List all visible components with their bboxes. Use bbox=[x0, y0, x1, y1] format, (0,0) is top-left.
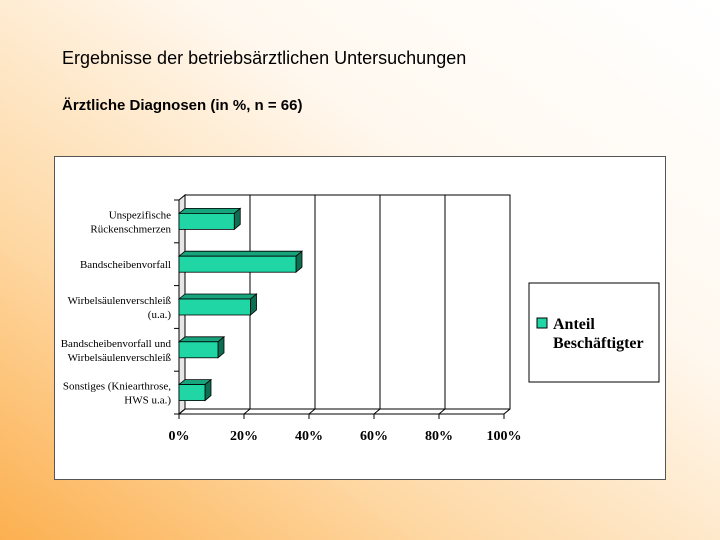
slide-subtitle: Ärztliche Diagnosen (in %, n = 66) bbox=[62, 97, 303, 114]
x-tick-label: 80% bbox=[425, 429, 453, 444]
x-tick-label: 40% bbox=[295, 429, 323, 444]
bar-top-face bbox=[177, 208, 242, 214]
x-tick-label: 60% bbox=[360, 429, 388, 444]
category-label: Unspezifische Rückenschmerzen bbox=[90, 209, 171, 235]
category-label: Bandscheibenvorfall bbox=[80, 259, 171, 271]
x-tick-label: 100% bbox=[487, 429, 522, 444]
category-label: Bandscheibenvorfall und Wirbelsäulenversc… bbox=[61, 338, 172, 364]
gridline-floor bbox=[178, 408, 186, 415]
chart-area: 0% 20% 40% 60% 80% 100% Unspezifische Rückensch… bbox=[54, 156, 666, 480]
bar-top-face bbox=[177, 250, 304, 257]
bar bbox=[178, 298, 251, 316]
gridline-floor bbox=[373, 408, 381, 415]
category-label: Sonstiges (Kniearthrose, HWS u.a.) bbox=[63, 381, 171, 407]
category-label: Wirbelsäulenverschleiß (u.a.) bbox=[68, 295, 172, 321]
legend-swatch bbox=[536, 317, 548, 329]
bar bbox=[178, 255, 297, 273]
bar-chart: 0% 20% 40% 60% 80% 100% Unspezifische Rückensch… bbox=[61, 193, 660, 444]
bar bbox=[178, 213, 235, 230]
legend-box bbox=[528, 282, 660, 383]
legend-label: Anteil Beschäftigter bbox=[553, 316, 644, 352]
bar-top-face bbox=[177, 336, 226, 343]
gridline-floor bbox=[243, 408, 251, 415]
bar bbox=[178, 341, 219, 359]
x-tick-label: 20% bbox=[230, 429, 258, 444]
bar-top-face bbox=[177, 293, 258, 300]
gridline-floor bbox=[308, 408, 316, 415]
gridline-floor bbox=[503, 408, 511, 415]
bar bbox=[178, 384, 206, 402]
x-tick-label: 0% bbox=[169, 429, 190, 444]
gridline-floor bbox=[438, 408, 446, 415]
slide-title: Ergebnisse der betriebsärztlichen Unters… bbox=[62, 48, 467, 68]
